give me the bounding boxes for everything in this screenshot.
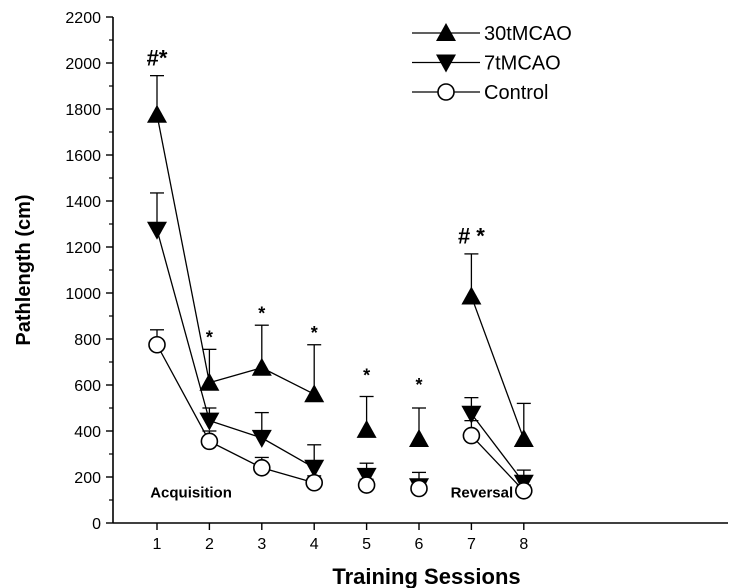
legend-label-30tmcao: 30tMCAO xyxy=(484,23,572,45)
point-7tmcao xyxy=(199,412,220,431)
series-line-control xyxy=(156,344,315,484)
point-7tmcao xyxy=(461,405,482,424)
significance-marker: * xyxy=(363,366,370,386)
point-control xyxy=(252,458,271,477)
series-control xyxy=(148,329,533,500)
x-tick-label: 6 xyxy=(415,536,424,553)
point-30tmcao xyxy=(199,372,220,391)
x-tick-label: 8 xyxy=(519,536,528,553)
y-tick-label: 1600 xyxy=(65,148,101,165)
y-tick-label: 1400 xyxy=(65,194,101,211)
x-axis-title: Training Sessions xyxy=(332,564,520,588)
point-30tmcao xyxy=(356,419,377,438)
x-tick-label: 5 xyxy=(362,536,371,553)
y-tick-label: 0 xyxy=(92,516,101,533)
point-7tmcao xyxy=(304,459,325,478)
series-line-30tmcao xyxy=(470,296,525,440)
y-tick-label: 2000 xyxy=(65,56,101,73)
point-30tmcao xyxy=(513,429,534,448)
point-30tmcao xyxy=(409,429,429,448)
significance-marker: * xyxy=(311,323,318,343)
point-control xyxy=(200,432,219,451)
legend-item-control: Control xyxy=(412,82,548,104)
legend-label-7tmcao: 7tMCAO xyxy=(484,53,561,75)
axes-layer: 0 200 400 600 800 1000 1200 1400 1600 1800 2000 220… xyxy=(65,10,728,553)
legend-label-control: Control xyxy=(484,82,548,104)
y-tick-label: 2200 xyxy=(65,10,101,27)
legend: 30tMCAO 7tMCAO Control xyxy=(412,23,572,104)
point-7tmcao xyxy=(147,221,167,240)
series-layer xyxy=(147,75,534,500)
series-line-control xyxy=(470,435,525,492)
point-30tmcao xyxy=(461,286,482,305)
series-30tmcao xyxy=(147,75,534,448)
x-tick-label: 4 xyxy=(310,536,319,553)
significance-marker: #* xyxy=(147,45,168,70)
significance-marker: * xyxy=(258,303,265,323)
point-30tmcao xyxy=(251,357,272,376)
y-tick-label: 800 xyxy=(74,332,101,349)
legend-item-7tmcao: 7tMCAO xyxy=(412,53,561,75)
x-tick-label: 2 xyxy=(205,536,214,553)
significance-marker: * xyxy=(206,328,213,348)
y-tick-label: 200 xyxy=(74,470,101,487)
point-control xyxy=(357,476,376,494)
phase-label: Reversal xyxy=(451,485,514,502)
legend-marker-30tmcao xyxy=(436,23,456,41)
point-control xyxy=(514,481,533,500)
significance-marker: # * xyxy=(458,224,485,249)
point-30tmcao xyxy=(147,104,167,123)
y-tick-label: 600 xyxy=(74,378,101,395)
y-axis-title: Pathlength (cm) xyxy=(13,194,35,345)
point-7tmcao xyxy=(251,429,272,448)
series-line-30tmcao xyxy=(156,114,315,395)
y-tick-label: 1800 xyxy=(65,102,101,119)
annotations-layer: #* * * * * * # * Acquisition Reversal xyxy=(147,45,514,501)
y-tick-label: 400 xyxy=(74,424,101,441)
significance-marker: * xyxy=(415,375,422,395)
point-control xyxy=(305,473,324,492)
legend-marker-7tmcao xyxy=(436,54,456,73)
point-30tmcao xyxy=(304,384,325,403)
series-line-7tmcao xyxy=(156,229,315,469)
x-tick-label: 1 xyxy=(153,536,162,553)
y-tick-label: 1200 xyxy=(65,240,101,257)
point-control xyxy=(462,426,481,445)
series-line-7tmcao xyxy=(470,413,525,484)
legend-item-30tmcao: 30tMCAO xyxy=(412,23,572,45)
x-tick-label: 3 xyxy=(257,536,266,553)
y-tick-label: 1000 xyxy=(65,286,101,303)
point-control xyxy=(148,335,166,354)
legend-marker-control xyxy=(437,83,455,101)
point-control xyxy=(410,479,428,498)
phase-label: Acquisition xyxy=(150,485,232,502)
x-tick-label: 7 xyxy=(467,536,476,553)
